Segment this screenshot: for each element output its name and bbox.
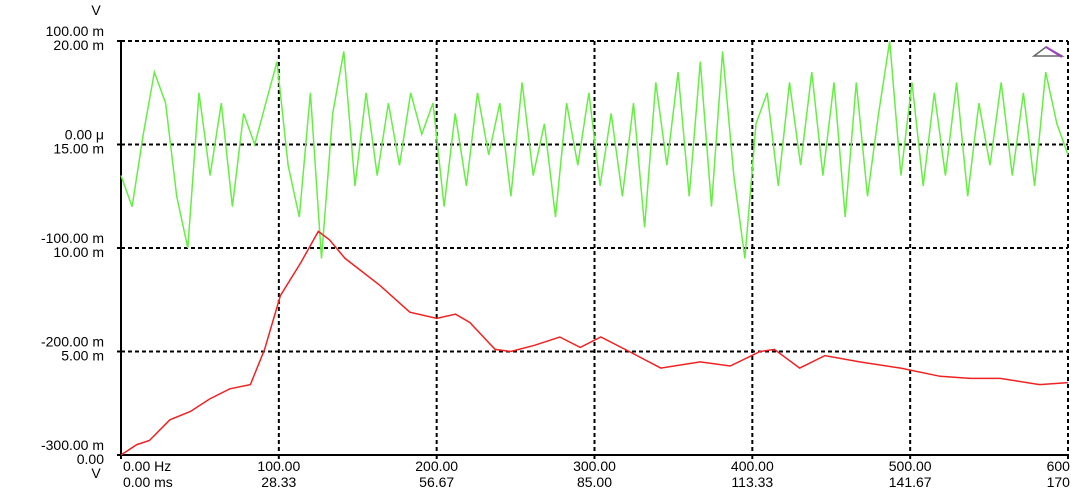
y2-axis-unit: V <box>91 465 101 481</box>
y-tick-label: -300.00 m <box>41 437 104 453</box>
x-tick-label: 200.00 <box>415 458 458 474</box>
x2-tick-label: 56.67 <box>419 474 454 490</box>
y-axis-unit: V <box>91 2 101 18</box>
x2-tick-label: 170.00 <box>1047 474 1071 490</box>
y2-tick-label: 5.00 m <box>61 348 104 364</box>
x-tick-label: 300.00 <box>573 458 616 474</box>
x2-tick-label: 28.33 <box>261 474 296 490</box>
y-tick-label: 100.00 m <box>46 23 104 39</box>
series-line <box>120 40 1069 259</box>
x-tick-label: 100.00 <box>257 458 300 474</box>
y-tick-label: 0.00 μ <box>65 127 104 143</box>
y2-tick-label: 0.00 <box>77 451 104 467</box>
x-tick-label: 400.00 <box>731 458 774 474</box>
y2-tick-label: 20.00 m <box>53 37 104 53</box>
x-tick-label: 0.00 Hz <box>123 458 171 474</box>
y2-tick-label: 10.00 m <box>53 244 104 260</box>
y-tick-label: -100.00 m <box>41 230 104 246</box>
y2-tick-label: 15.00 m <box>53 141 104 157</box>
x-tick-label: 500.00 <box>889 458 932 474</box>
series-line <box>120 230 1069 456</box>
x2-tick-label: 113.33 <box>731 474 773 490</box>
cursor-icon <box>1031 46 1065 58</box>
x2-tick-label: 0.00 ms <box>123 474 173 490</box>
x2-tick-label: 141.67 <box>889 474 932 490</box>
x2-tick-label: 85.00 <box>577 474 612 490</box>
y-tick-label: -200.00 m <box>41 334 104 350</box>
x-tick-label: 600.00 <box>1047 458 1071 474</box>
